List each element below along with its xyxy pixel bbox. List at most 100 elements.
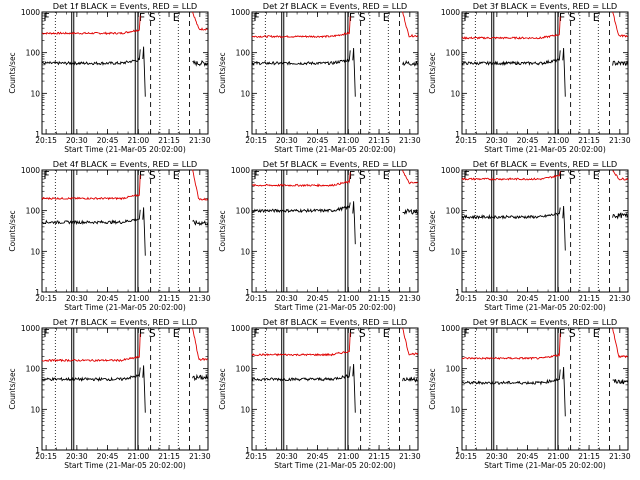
- y-axis-label: Counts/sec: [428, 368, 437, 409]
- x-axis-label: Start Time (21-Mar-05 20:02:00): [64, 303, 186, 312]
- panel-det-4f: Det 4f BLACK = Events, RED = LLD 1 10 100 10…: [8, 159, 211, 312]
- x-axis-label: Start Time (21-Mar-05 20:02:00): [484, 145, 606, 154]
- marker-letter-f: F: [253, 327, 259, 340]
- marker-letter-s: S: [569, 11, 576, 24]
- x-tick-label: 20:30: [66, 452, 88, 461]
- series-events-spike: [562, 47, 566, 97]
- y-tick-label: 1000: [231, 324, 250, 333]
- panel-title: Det 4f BLACK = Events, RED = LLD: [53, 159, 197, 169]
- x-axis-label: Start Time (21-Mar-05 20:02:00): [64, 461, 186, 470]
- panel-title: Det 5f BLACK = Events, RED = LLD: [263, 159, 407, 169]
- marker-letter-f: F: [559, 327, 565, 340]
- y-axis-label: Counts/sec: [8, 210, 17, 251]
- panel-det-8f: Det 8f BLACK = Events, RED = LLD 1 10 100 10…: [218, 317, 421, 470]
- series-events-spike: [142, 207, 146, 256]
- x-tick-label: 20:15: [245, 452, 267, 461]
- panel-title: Det 8f BLACK = Events, RED = LLD: [263, 317, 407, 327]
- y-tick-label: 1: [455, 446, 460, 455]
- x-tick-label: 21:15: [368, 294, 390, 303]
- series-events-line: [461, 207, 561, 220]
- marker-letter-f: F: [559, 169, 565, 182]
- panel-title: Det 9f BLACK = Events, RED = LLD: [473, 317, 617, 327]
- series-events-spike: [142, 365, 146, 413]
- x-tick-label: 20:45: [97, 136, 119, 145]
- x-tick-label: 21:00: [128, 452, 150, 461]
- x-tick-label: 21:15: [578, 452, 600, 461]
- series-events-tail: [192, 59, 209, 67]
- series-lld-line: [251, 172, 351, 188]
- marker-letter-e: E: [593, 169, 600, 182]
- series-lld-line: [461, 16, 561, 40]
- x-axis-label: Start Time (21-Mar-05 20:02:00): [64, 145, 186, 154]
- y-tick-label: 10: [30, 89, 40, 98]
- panel-det-6f: Det 6f BLACK = Events, RED = LLD 1 10 100 10…: [428, 159, 631, 312]
- series-lld-tail: [402, 11, 418, 38]
- x-tick-label: 21:15: [158, 452, 180, 461]
- x-axis-label: Start Time (21-Mar-05 20:02:00): [274, 145, 396, 154]
- plot-frame: [41, 327, 209, 451]
- series-events-spike: [352, 363, 356, 413]
- y-tick-label: 10: [450, 89, 460, 98]
- x-tick-label: 20:15: [245, 136, 267, 145]
- marker-letter-f: F: [349, 327, 355, 340]
- marker-letter-s: S: [149, 169, 156, 182]
- x-tick-label: 20:45: [97, 294, 119, 303]
- marker-letter-e: E: [383, 11, 390, 24]
- series-events-tail: [612, 212, 629, 220]
- y-tick-label: 10: [450, 247, 460, 256]
- marker-letter-f: F: [139, 169, 145, 182]
- marker-letter-f: F: [559, 11, 565, 24]
- plot-frame: [41, 169, 209, 293]
- marker-letter-f: F: [463, 11, 469, 24]
- series-lld-line: [41, 174, 141, 201]
- y-axis-label: Counts/sec: [428, 52, 437, 93]
- y-axis-label: Counts/sec: [428, 210, 437, 251]
- y-tick-label: 100: [446, 49, 461, 58]
- series-lld-tail: [192, 11, 208, 31]
- x-tick-label: 21:15: [368, 136, 390, 145]
- x-tick-label: 21:00: [338, 452, 360, 461]
- y-tick-label: 1: [35, 446, 40, 455]
- marker-letter-f: F: [253, 169, 259, 182]
- y-tick-label: 1: [455, 288, 460, 297]
- x-tick-label: 21:15: [578, 294, 600, 303]
- marker-letter-s: S: [569, 327, 576, 340]
- series-lld-tail: [192, 169, 209, 201]
- x-tick-label: 21:30: [399, 294, 421, 303]
- series-events-spike: [142, 46, 146, 97]
- x-tick-label: 20:45: [517, 294, 539, 303]
- y-tick-label: 1: [35, 288, 40, 297]
- x-tick-label: 20:15: [35, 452, 57, 461]
- series-lld-tail: [612, 11, 628, 38]
- x-tick-label: 21:00: [548, 452, 570, 461]
- marker-letter-e: E: [173, 11, 180, 24]
- marker-letter-s: S: [359, 169, 366, 182]
- y-tick-label: 100: [26, 207, 41, 216]
- series-events-tail: [402, 376, 418, 383]
- marker-letter-f: F: [463, 327, 469, 340]
- y-tick-label: 10: [240, 247, 250, 256]
- x-tick-label: 20:45: [97, 452, 119, 461]
- y-tick-label: 1000: [441, 166, 460, 175]
- marker-letter-f: F: [349, 169, 355, 182]
- x-tick-label: 21:30: [609, 452, 631, 461]
- x-tick-label: 20:15: [455, 136, 477, 145]
- panel-det-9f: Det 9f BLACK = Events, RED = LLD 1 10 100 10…: [428, 317, 631, 470]
- y-tick-label: 100: [236, 365, 251, 374]
- x-tick-label: 21:00: [338, 136, 360, 145]
- panel-det-1f: Det 1f BLACK = Events, RED = LLD 1 10 100 10…: [8, 1, 211, 154]
- x-tick-label: 20:45: [307, 136, 329, 145]
- y-tick-label: 10: [30, 405, 40, 414]
- series-lld-line: [41, 333, 141, 363]
- marker-letter-f: F: [43, 169, 49, 182]
- x-tick-label: 20:15: [245, 294, 267, 303]
- series-lld-line: [251, 332, 351, 357]
- x-tick-label: 21:00: [338, 294, 360, 303]
- marker-letter-f: F: [139, 327, 145, 340]
- x-tick-label: 20:30: [276, 452, 298, 461]
- marker-letter-f: F: [463, 169, 469, 182]
- panel-det-2f: Det 2f BLACK = Events, RED = LLD 1 10 100 10…: [218, 1, 421, 154]
- x-axis-label: Start Time (21-Mar-05 20:02:00): [274, 461, 396, 470]
- x-tick-label: 21:15: [578, 136, 600, 145]
- series-events-line: [251, 366, 351, 382]
